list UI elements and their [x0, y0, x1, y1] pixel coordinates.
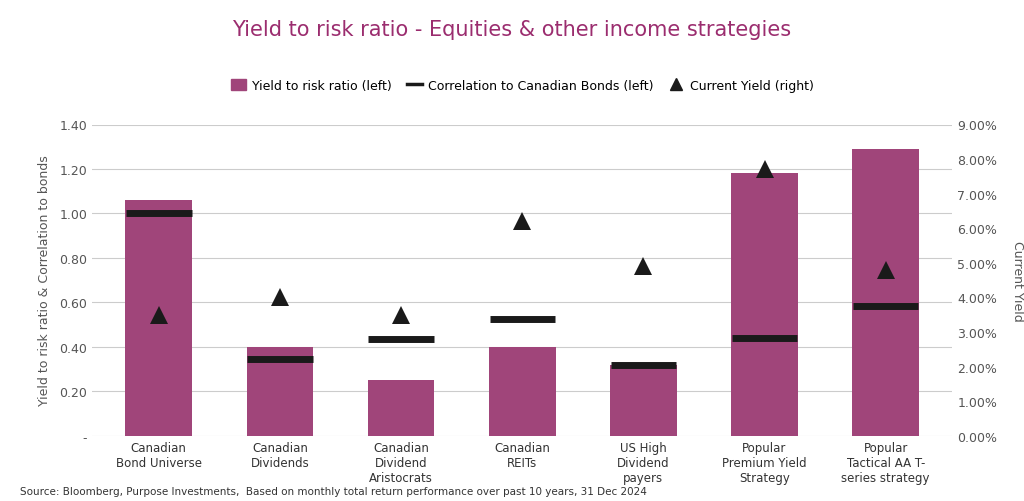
Bar: [488, 347, 556, 436]
Bar: [610, 365, 677, 436]
Bar: [126, 201, 193, 436]
Y-axis label: Yield to risk ratio & Correlation to bonds: Yield to risk ratio & Correlation to bon…: [38, 155, 51, 406]
Legend: Yield to risk ratio (left), Correlation to Canadian Bonds (left), Current Yield : Yield to risk ratio (left), Correlation …: [228, 77, 816, 95]
Text: Source: Bloomberg, Purpose Investments,  Based on monthly total return performan: Source: Bloomberg, Purpose Investments, …: [20, 486, 647, 496]
Bar: [247, 347, 313, 436]
Bar: [852, 150, 919, 436]
Bar: [368, 380, 434, 436]
Y-axis label: Current Yield: Current Yield: [1011, 240, 1024, 321]
Text: Yield to risk ratio - Equities & other income strategies: Yield to risk ratio - Equities & other i…: [232, 20, 792, 40]
Bar: [731, 174, 798, 436]
